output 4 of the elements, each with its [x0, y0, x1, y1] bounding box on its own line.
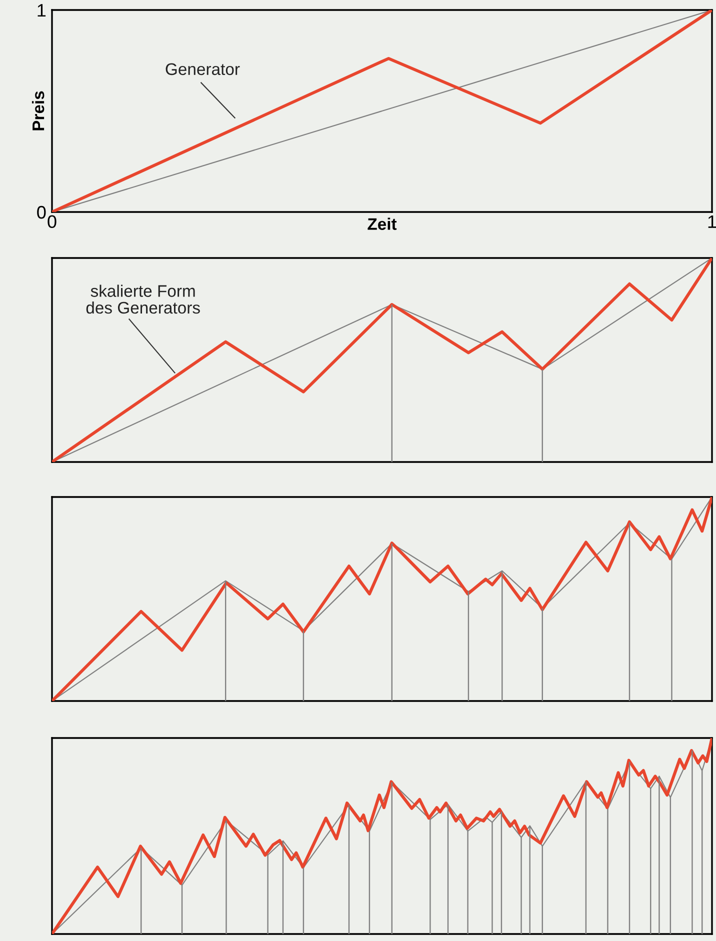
annotation: skalierte Form des Generators — [86, 284, 200, 314]
x-axis-title: Zeit — [368, 218, 397, 230]
annotation: Generator — [166, 63, 240, 76]
y-axis-title: Preis — [32, 91, 44, 130]
